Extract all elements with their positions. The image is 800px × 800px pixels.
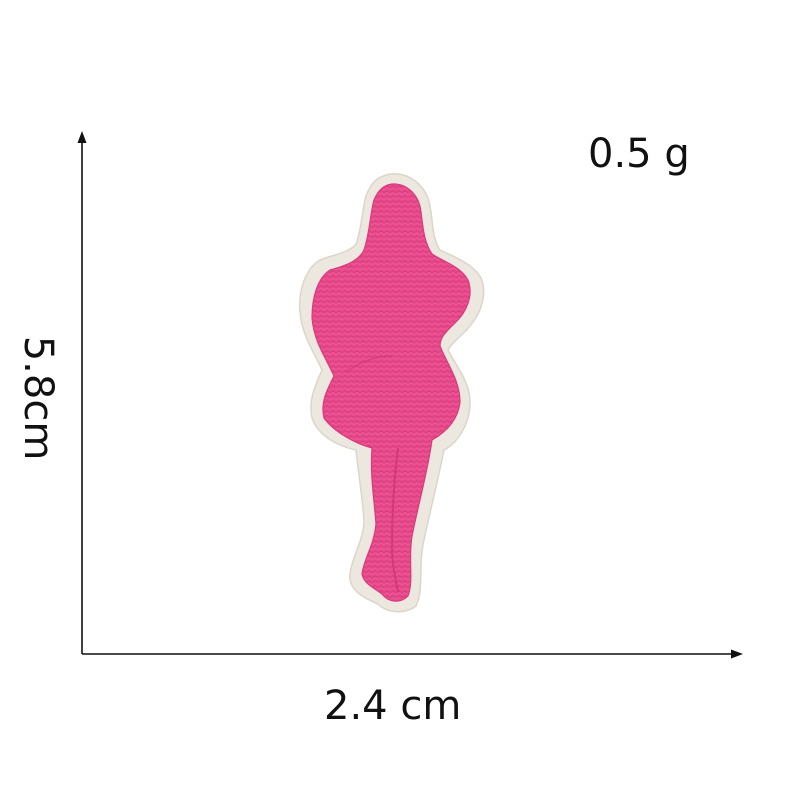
- weight-label: 0.5 g: [588, 131, 690, 177]
- horizontal-axis-arrow-icon: [731, 649, 743, 659]
- patch-silhouette: [311, 183, 471, 602]
- patch-leg-detail: [390, 447, 399, 593]
- width-label: 2.4 cm: [324, 683, 462, 729]
- embroidered-patch-image: [298, 173, 485, 613]
- vertical-axis-arrow-icon: [77, 131, 87, 143]
- patch-arm-detail: [345, 355, 393, 373]
- height-label-text: 5.8cm: [15, 335, 61, 461]
